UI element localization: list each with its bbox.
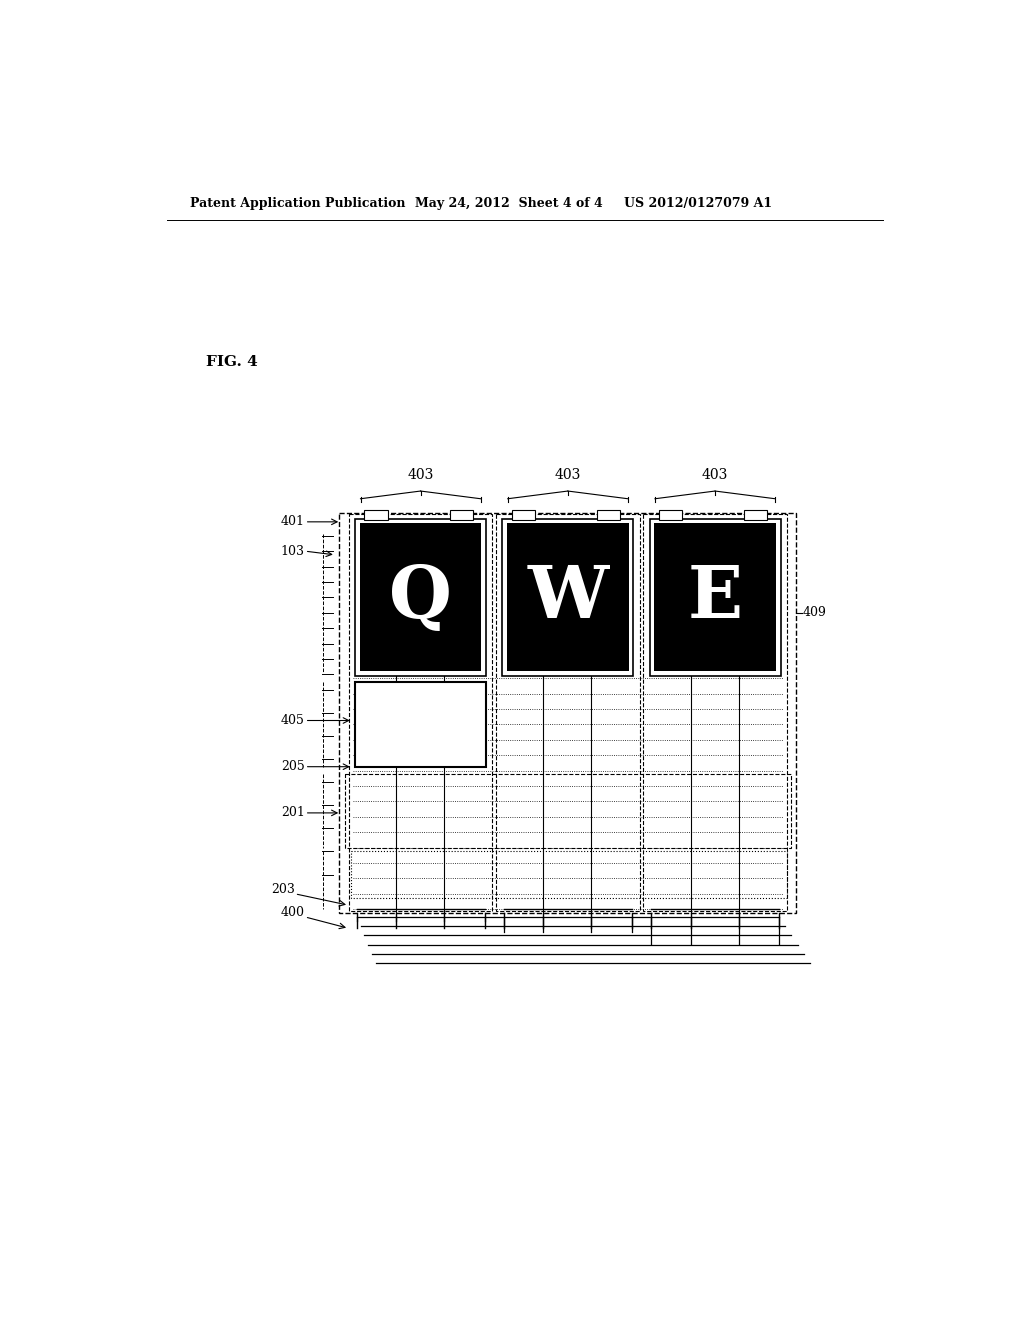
Bar — [643, 515, 786, 911]
Text: 205: 205 — [281, 760, 305, 774]
Text: FIG. 4: FIG. 4 — [206, 355, 257, 370]
Bar — [355, 682, 486, 767]
Text: 203: 203 — [270, 883, 295, 896]
Bar — [649, 519, 780, 676]
Bar — [654, 524, 776, 671]
Bar — [359, 524, 481, 671]
Text: W: W — [527, 562, 608, 632]
Text: E: E — [687, 562, 742, 632]
Text: Q: Q — [389, 562, 452, 632]
Bar — [351, 851, 786, 898]
Bar — [512, 510, 535, 520]
Text: US 2012/0127079 A1: US 2012/0127079 A1 — [624, 197, 772, 210]
Bar — [503, 519, 633, 676]
Bar — [339, 512, 796, 913]
Bar — [658, 510, 682, 520]
Bar — [496, 515, 640, 911]
Text: 400: 400 — [281, 907, 305, 920]
Text: May 24, 2012  Sheet 4 of 4: May 24, 2012 Sheet 4 of 4 — [415, 197, 602, 210]
Text: 401: 401 — [281, 515, 305, 528]
Text: 403: 403 — [555, 467, 581, 482]
Text: 403: 403 — [408, 467, 434, 482]
Text: 403: 403 — [701, 467, 728, 482]
Bar — [365, 510, 388, 520]
Text: 103: 103 — [281, 545, 305, 557]
Bar — [597, 510, 621, 520]
Bar — [345, 775, 791, 847]
Bar — [450, 510, 473, 520]
Bar — [744, 510, 767, 520]
Bar — [507, 524, 629, 671]
Text: Patent Application Publication: Patent Application Publication — [190, 197, 406, 210]
Text: 201: 201 — [281, 807, 305, 820]
Text: 405: 405 — [281, 714, 305, 727]
Bar — [355, 519, 486, 676]
Bar — [349, 515, 493, 911]
Text: 409: 409 — [802, 606, 826, 619]
